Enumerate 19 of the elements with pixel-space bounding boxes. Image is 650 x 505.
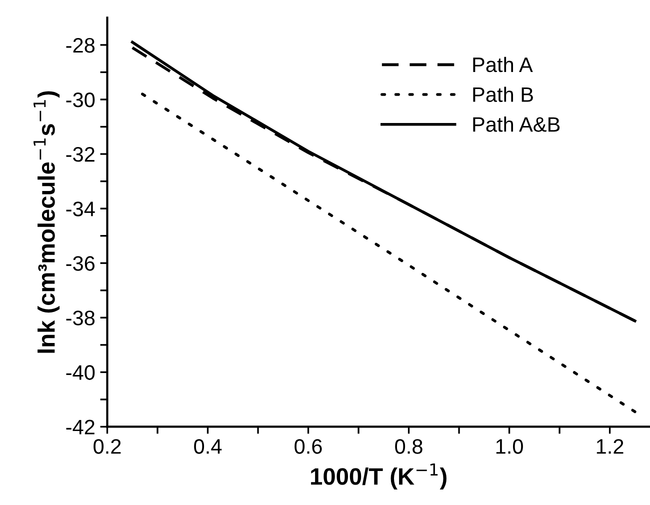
legend-label: Path B xyxy=(473,86,533,102)
y-tick-label: -42 xyxy=(66,420,94,434)
x-tick-label: 0.6 xyxy=(294,439,322,454)
y-axis-title: lnk (cm³molecule$^{−1}$s$^{−1}$) xyxy=(34,91,60,353)
legend-label: Path A xyxy=(473,56,533,72)
y-tick-label: -40 xyxy=(66,365,95,380)
y-tick-label: -32 xyxy=(66,147,94,162)
x-axis-title: 1000/T (K$^{−1}$) xyxy=(311,464,446,490)
x-tick-label: 0.8 xyxy=(395,439,422,454)
x-tick-label: 0.4 xyxy=(194,439,222,454)
legend-label: Path A&B xyxy=(473,116,560,132)
y-tick-label: -30 xyxy=(66,92,95,108)
y-tick-label: -38 xyxy=(66,310,95,326)
y-tick-label: -28 xyxy=(66,38,95,53)
y-tick-label: -36 xyxy=(66,256,95,271)
x-tick-label: 0.2 xyxy=(94,439,121,454)
x-tick-label: 1.2 xyxy=(596,439,624,454)
y-tick-label: -34 xyxy=(66,202,95,216)
x-tick-label: 1.0 xyxy=(496,439,523,454)
